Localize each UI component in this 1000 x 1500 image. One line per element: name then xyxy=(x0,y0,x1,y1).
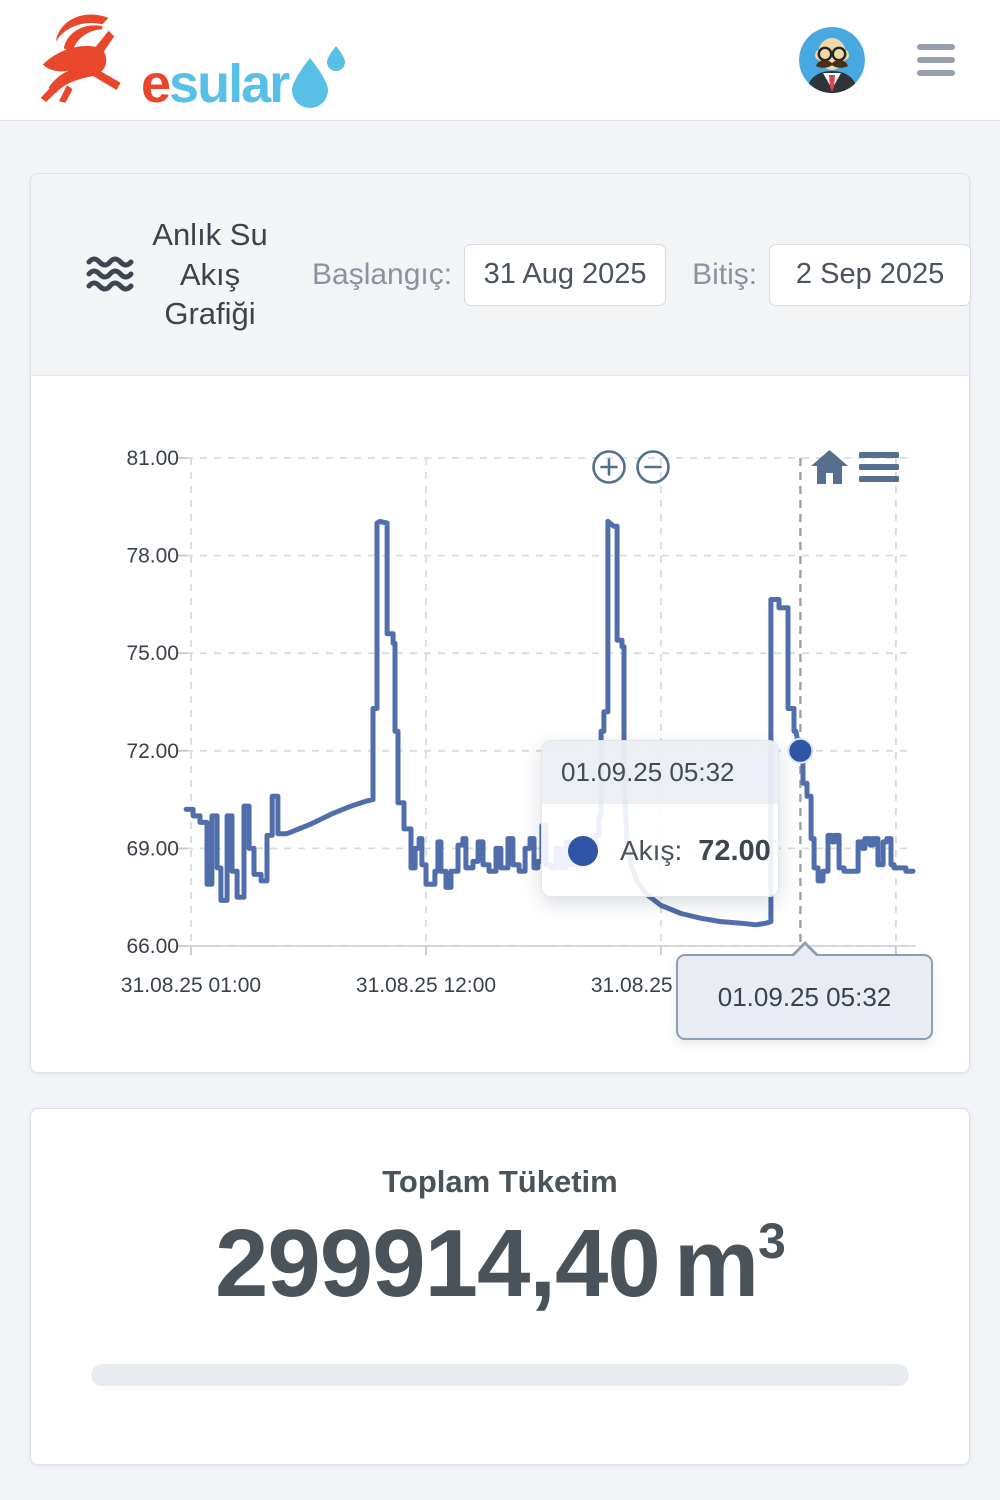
water-drop-icon xyxy=(290,45,346,113)
chart-card-header: Anlık Su Akış Grafiği Başlangıç: Bitiş: xyxy=(31,174,972,376)
start-date-label: Başlangıç: xyxy=(312,257,453,291)
chart-card: Anlık Su Akış Grafiği Başlangıç: Bitiş: … xyxy=(30,173,972,1073)
start-date-input[interactable] xyxy=(464,243,667,306)
unit-label: m xyxy=(673,1210,759,1317)
waves-icon xyxy=(86,254,134,294)
tooltip-value: 72.00 xyxy=(698,834,771,867)
home-reset-button[interactable] xyxy=(811,450,848,489)
chart-menu-button[interactable] xyxy=(859,451,899,488)
placeholder-bar xyxy=(91,1364,909,1386)
brand-name: esular xyxy=(141,53,290,114)
axis-tooltip-timestamp: 01.09.25 05:32 xyxy=(717,981,892,1012)
svg-text:78.00: 78.00 xyxy=(126,545,179,568)
profile-avatar[interactable] xyxy=(799,27,865,93)
total-consumption-value: 299914,40 m3 xyxy=(215,1210,786,1317)
navbar: esular xyxy=(0,0,1000,121)
menu-button[interactable] xyxy=(917,40,955,80)
brand-logo[interactable]: esular xyxy=(35,12,346,114)
svg-text:69.00: 69.00 xyxy=(126,837,179,860)
chart-area[interactable]: 81.00 78.00 75.00 72.00 69.00 66.00 31.08.25 0… xyxy=(31,376,969,1072)
svg-text:75.00: 75.00 xyxy=(126,642,179,665)
total-consumption-card: Toplam Tüketim 299914,40 m3 xyxy=(30,1108,970,1465)
end-date-input[interactable] xyxy=(769,243,972,306)
chart-title: Anlık Su Akış Grafiği xyxy=(86,215,286,334)
hamburger-icon xyxy=(917,44,955,50)
x-axis-pointer-tooltip: 01.09.25 05:32 xyxy=(676,941,933,1040)
svg-text:72.00: 72.00 xyxy=(126,740,179,763)
svg-text:81.00: 81.00 xyxy=(126,447,179,470)
tooltip-body: Akış: 72.00 xyxy=(542,804,778,896)
goat-logo-icon xyxy=(35,12,139,109)
unit-exponent: 3 xyxy=(758,1213,786,1269)
tooltip-timestamp: 01.09.25 05:32 xyxy=(542,741,778,804)
svg-text:66.00: 66.00 xyxy=(126,935,179,958)
chart-title-text: Anlık Su Akış Grafiği xyxy=(152,216,268,332)
svg-text:31.08.25 01:00: 31.08.25 01:00 xyxy=(121,974,261,997)
end-date-label: Bitiş: xyxy=(692,257,758,291)
chart-tooltip: 01.09.25 05:32 Akış: 72.00 xyxy=(541,740,779,897)
zoom-out-button[interactable] xyxy=(635,449,671,490)
total-consumption-title: Toplam Tüketim xyxy=(382,1164,618,1199)
series-dot-icon xyxy=(568,836,598,866)
tooltip-series-label: Akış: xyxy=(620,835,683,866)
svg-text:31.08.25 12:00: 31.08.25 12:00 xyxy=(356,974,496,997)
zoom-in-button[interactable] xyxy=(591,449,627,490)
main-content: Anlık Su Akış Grafiği Başlangıç: Bitiş: … xyxy=(0,121,1000,1465)
